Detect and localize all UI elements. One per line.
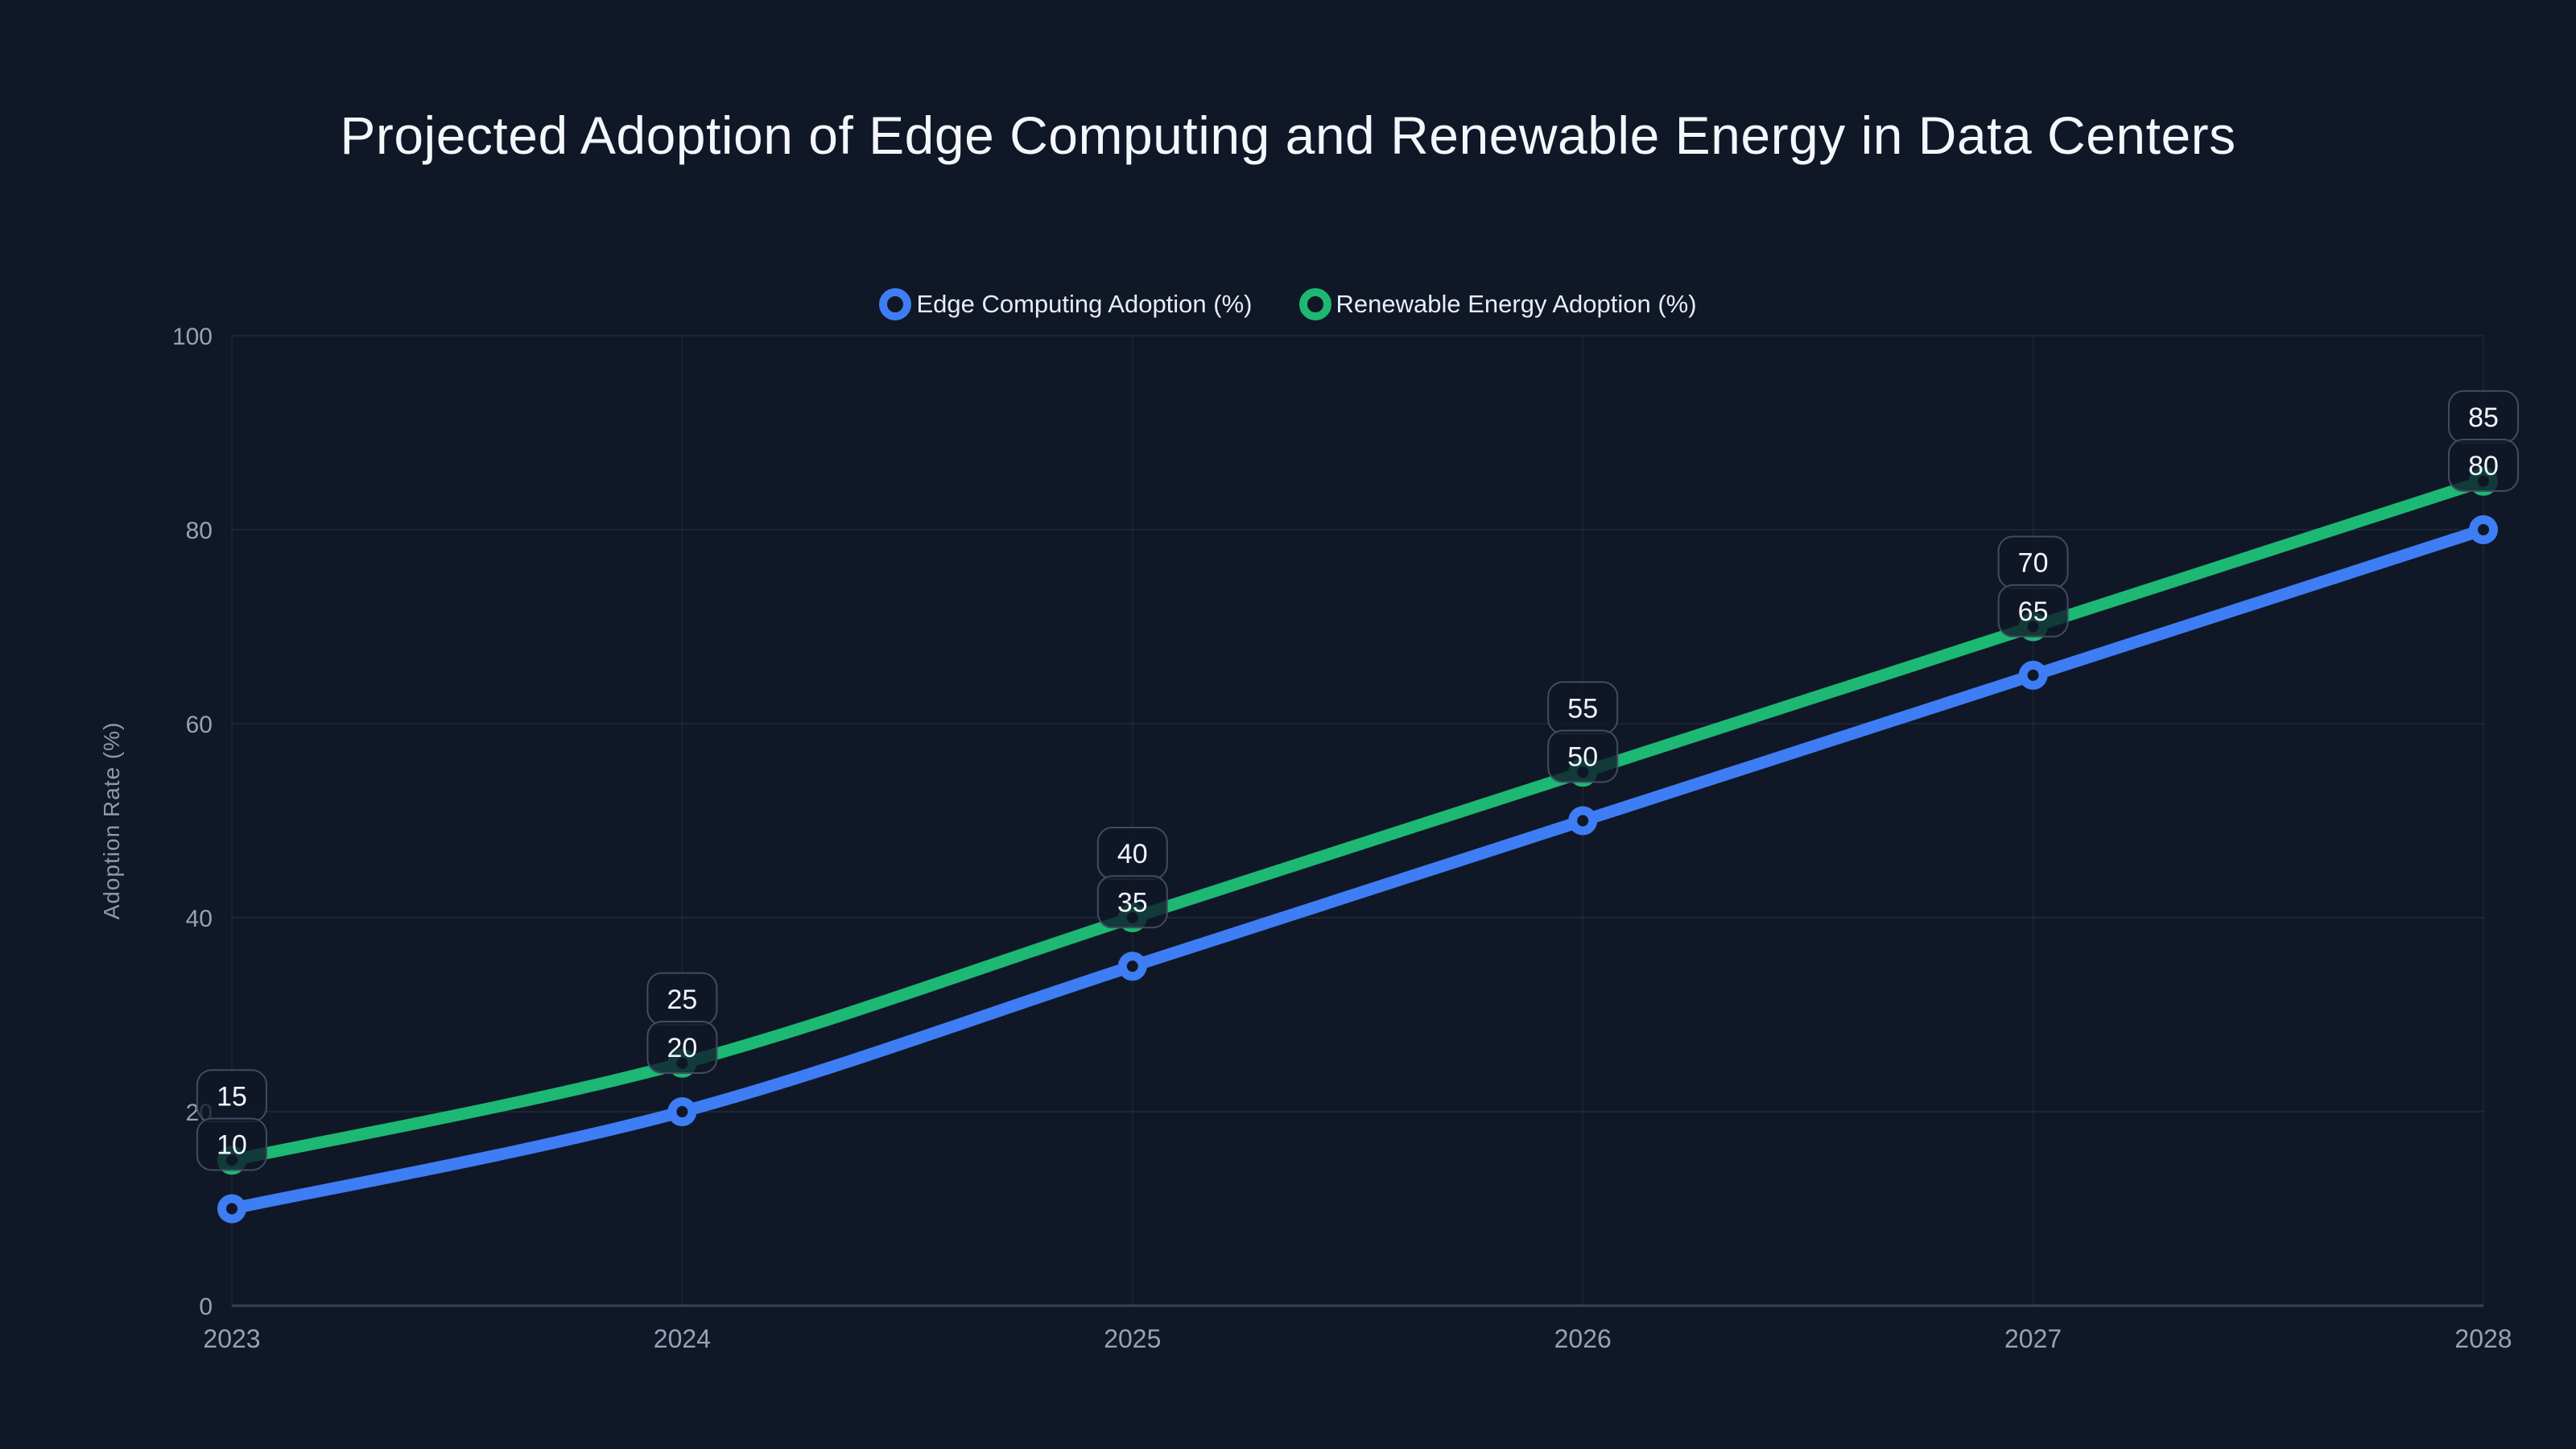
- data-point-marker: [1117, 952, 1147, 981]
- data-point-labels: 15 25 40 55 70 85 10 20 35 50 65 80: [196, 390, 2519, 1171]
- data-point-label: 70: [2018, 548, 2049, 579]
- x-tick-label: 2023: [203, 1324, 260, 1353]
- legend-item-label: Edge Computing Adoption (%): [916, 290, 1253, 318]
- legend: Edge Computing Adoption (%) Renewable Ene…: [0, 288, 2576, 320]
- x-tick-label: 2026: [1554, 1324, 1612, 1353]
- x-tick-label: 2027: [2004, 1324, 2062, 1353]
- series-line-renewable-energy-adoption: [225, 475, 2490, 1166]
- gridlines: [231, 335, 2484, 1307]
- data-point-marker: [2018, 660, 2048, 690]
- data-point-marker: [1568, 806, 1598, 836]
- x-tick-label: 2028: [2454, 1324, 2512, 1353]
- data-point-label-box: [1096, 875, 1168, 929]
- data-point-label-box: [1997, 584, 2069, 638]
- x-tick-label: 2024: [654, 1324, 711, 1353]
- data-point-marker: [2469, 515, 2498, 544]
- data-point-label: 40: [1117, 839, 1148, 869]
- legend-ring-icon: [1298, 288, 1331, 320]
- chart-title: Projected Adoption of Edge Computing and…: [340, 105, 2236, 165]
- data-point-label-box: [646, 1021, 718, 1074]
- data-point-label: 80: [2468, 451, 2499, 481]
- legend-item-renewable-energy-adoption[interactable]: Renewable Energy Adoption (%): [1298, 288, 1697, 320]
- data-point-label: 10: [217, 1130, 247, 1161]
- legend-item-edge-computing-adoption[interactable]: Edge Computing Adoption (%): [879, 288, 1253, 320]
- axis-labels: 0 20 40 60 80 100 2023 2024 2025 2026 2027 2028: [172, 324, 2512, 1353]
- y-tick-label: 40: [186, 906, 213, 932]
- x-tick-label: 2025: [1104, 1324, 1161, 1353]
- data-point-label: 85: [2468, 402, 2499, 433]
- legend-ring-icon: [879, 288, 912, 320]
- data-point-label: 25: [667, 985, 697, 1015]
- data-point-label: 15: [217, 1081, 247, 1112]
- y-tick-label: 100: [172, 324, 213, 350]
- data-point-label-box: [2448, 439, 2519, 492]
- data-point-label: 20: [667, 1033, 697, 1063]
- series-line-edge-computing-adoption: [225, 523, 2490, 1215]
- data-point-label: 55: [1567, 693, 1598, 724]
- y-tick-label: 0: [199, 1294, 213, 1320]
- data-point-label: 50: [1567, 742, 1598, 773]
- y-tick-label: 60: [186, 712, 213, 738]
- y-tick-label: 80: [186, 518, 213, 544]
- data-point-label: 35: [1117, 887, 1148, 918]
- data-point-label-box: [1547, 729, 1619, 783]
- data-point-marker: [667, 1097, 697, 1126]
- data-point-label: 65: [2018, 597, 2049, 627]
- legend-item-label: Renewable Energy Adoption (%): [1335, 290, 1697, 318]
- series-lines: [225, 475, 2490, 1215]
- data-point-marker: [217, 1194, 246, 1224]
- y-axis-title: Adoption Rate (%): [99, 722, 124, 920]
- data-point-label-box: [196, 1117, 267, 1171]
